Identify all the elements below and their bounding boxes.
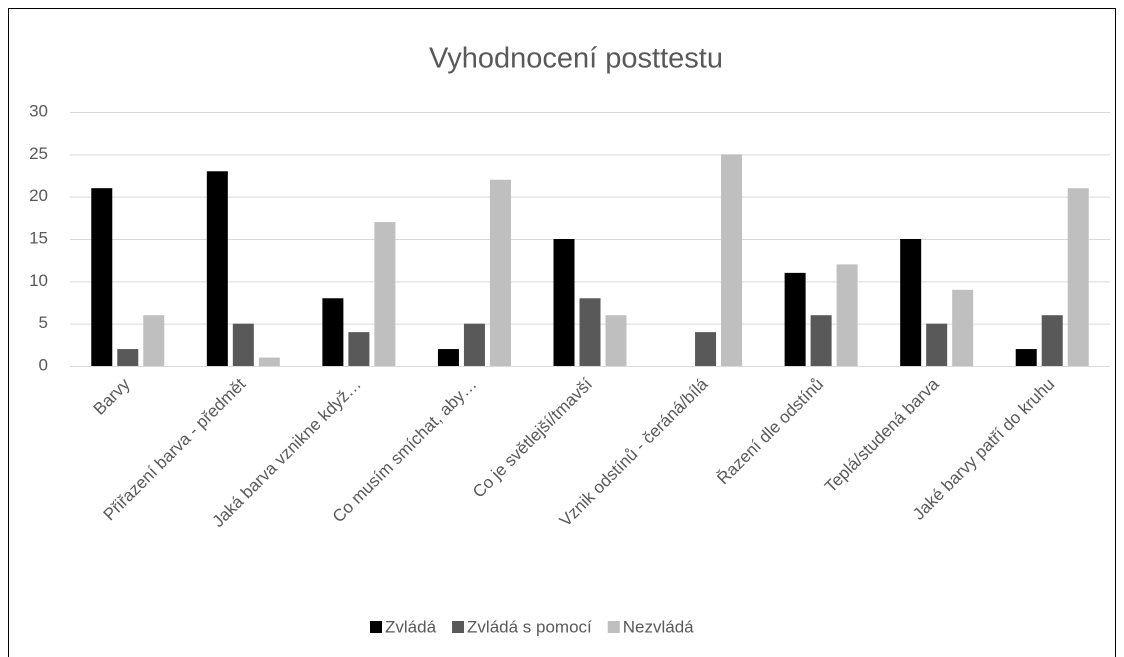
- bar: [900, 239, 922, 366]
- bar: [463, 323, 485, 366]
- bar: [489, 179, 511, 366]
- legend-label: Nezvládá: [623, 617, 694, 636]
- bar: [143, 315, 165, 366]
- bar: [258, 357, 280, 366]
- bar: [553, 239, 575, 366]
- chart-border: [8, 8, 1116, 657]
- bar: [322, 298, 344, 366]
- y-tick-label: 10: [29, 271, 48, 290]
- y-tick-label: 20: [29, 186, 48, 205]
- bar: [784, 272, 806, 366]
- bar: [1067, 188, 1089, 366]
- legend-swatch: [370, 621, 382, 633]
- bar: [721, 154, 743, 366]
- legend-swatch: [452, 621, 465, 633]
- bar: [437, 349, 459, 366]
- y-tick-label: 25: [29, 144, 48, 163]
- y-tick-label: 15: [29, 228, 48, 247]
- legend-label: Zvládá: [385, 617, 437, 636]
- bar: [836, 264, 858, 366]
- bar: [374, 222, 396, 366]
- bar: [926, 323, 948, 366]
- bar: [232, 323, 254, 366]
- chart-title: Vyhodnocení posttestu: [429, 43, 723, 75]
- legend-label: Zvládá s pomocí: [467, 617, 592, 636]
- bar: [117, 349, 139, 366]
- bar: [348, 332, 370, 366]
- bar: [810, 315, 832, 366]
- bar: [91, 188, 113, 366]
- bar: [605, 315, 627, 366]
- y-tick-label: 5: [39, 313, 48, 332]
- bar: [952, 289, 974, 366]
- bar: [206, 171, 228, 366]
- bar: [695, 332, 717, 366]
- y-tick-label: 30: [29, 101, 48, 120]
- y-tick-label: 0: [39, 355, 48, 374]
- legend-swatch: [607, 621, 620, 633]
- bar: [579, 298, 601, 366]
- bar: [1015, 349, 1037, 366]
- bar: [1041, 315, 1063, 366]
